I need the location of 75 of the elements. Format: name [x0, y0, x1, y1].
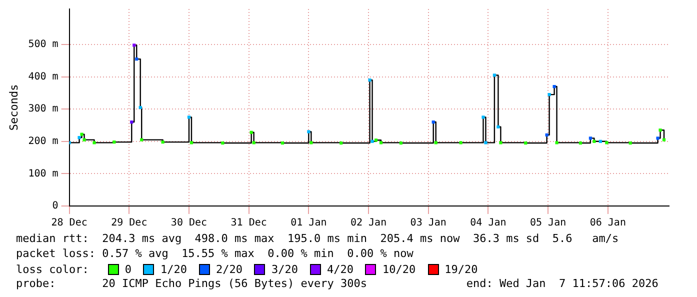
y-tick-label: 200 m	[28, 136, 58, 148]
point	[130, 120, 134, 124]
point	[92, 141, 96, 144]
y-tick-label: 500 m	[28, 39, 58, 50]
point	[598, 140, 602, 143]
y-tick-label: 300 m	[28, 104, 58, 115]
point	[524, 141, 528, 145]
point	[307, 130, 310, 134]
text: median rtt: 204.3 ms avg 498.0 ms max 195.0 ms min 205.4 ms now 36.3 ms sd 5.6 am/s	[16, 232, 620, 247]
point	[484, 141, 488, 144]
point	[662, 138, 666, 142]
x-tick-label: 04 Jan	[470, 218, 506, 229]
point	[78, 136, 81, 140]
point	[658, 128, 662, 132]
point	[545, 133, 548, 137]
point	[132, 44, 136, 47]
legend-label: 10/20	[381, 263, 416, 276]
point	[161, 140, 164, 144]
x-tick-label: 02 Jan	[350, 218, 387, 229]
legend-title: loss color:	[16, 263, 89, 276]
y-tick-label: 400 m	[28, 71, 58, 82]
point	[499, 141, 502, 144]
point	[190, 141, 194, 144]
x-tick-label: 01 Jan	[290, 218, 327, 229]
point	[588, 136, 592, 140]
legend-label: 0	[124, 263, 132, 276]
point	[310, 141, 313, 144]
point	[496, 125, 500, 128]
legend-label: 2/20	[214, 263, 242, 276]
point	[555, 141, 558, 144]
point	[552, 84, 556, 88]
x-tick-label: 30 Dec	[170, 218, 208, 229]
point	[140, 138, 144, 142]
point	[112, 140, 116, 144]
point	[578, 141, 582, 145]
point	[250, 130, 253, 134]
x-tick-label: 29 Dec	[111, 218, 148, 229]
point	[138, 106, 142, 110]
y-tick-label: 0	[52, 200, 58, 212]
legend-label: 3/20	[270, 263, 298, 276]
point	[82, 138, 86, 142]
point	[605, 141, 608, 144]
x-tick-label: 05 Jan	[530, 218, 566, 229]
x-tick-label: 28 Dec	[51, 218, 88, 229]
point	[374, 138, 378, 142]
point	[280, 141, 284, 145]
point	[379, 141, 383, 144]
point	[459, 141, 462, 144]
point	[80, 132, 84, 136]
y-tick-label: 100 m	[28, 168, 58, 180]
text: packet loss: 0.57 % avg 15.55 % max 0.00 % min 0.00 % now	[16, 247, 414, 262]
x-tick-label: 03 Jan	[410, 218, 446, 229]
point	[548, 93, 551, 96]
x-tick-label: 06 Jan	[590, 218, 626, 229]
legend-label: 1/20	[159, 263, 187, 276]
point	[434, 141, 438, 144]
point	[187, 116, 191, 119]
point	[432, 120, 435, 124]
text: probe: 20 ICMP Echo Pings (56 Bytes) every 300s end: Wed Jan 7 11:57:06 2026	[16, 277, 660, 292]
point	[482, 116, 485, 119]
x-tick-label: 31 Dec	[230, 218, 267, 229]
legend-label: 4/20	[326, 263, 354, 276]
point	[592, 140, 596, 143]
point	[399, 141, 402, 145]
legend-label: 19/20	[444, 263, 478, 276]
point	[368, 78, 372, 82]
point	[252, 141, 256, 144]
point	[656, 136, 660, 140]
point	[370, 140, 374, 143]
point	[340, 141, 343, 145]
point	[135, 58, 138, 61]
point	[492, 74, 496, 77]
point	[628, 141, 632, 145]
y-axis-title: Seconds	[7, 84, 20, 131]
point	[221, 141, 224, 145]
